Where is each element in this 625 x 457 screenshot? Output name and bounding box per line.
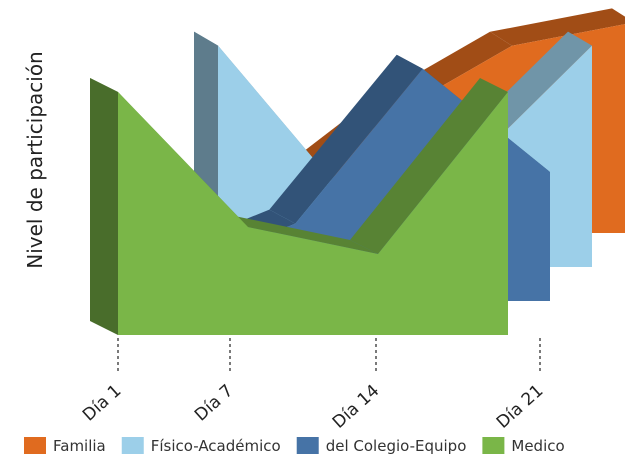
series-front-face <box>118 92 508 335</box>
x-tick-label: Día 21 <box>493 381 547 433</box>
legend-label: Medico <box>511 437 564 455</box>
legend-swatch <box>296 437 319 454</box>
legend-swatch <box>482 437 505 454</box>
series-top-face <box>220 213 378 254</box>
series-layer <box>90 8 625 335</box>
series-medico <box>90 78 508 335</box>
legend-item-medico: Medico <box>482 437 565 455</box>
series-top-face <box>350 78 508 254</box>
series-side-face <box>90 78 118 335</box>
legend-swatch <box>24 437 46 454</box>
series-top-face <box>490 8 625 46</box>
legend: Familia Físico-Académico del Colegio-Equip… <box>24 437 565 455</box>
series-top-face <box>269 54 423 224</box>
y-axis-label: Nivel de participación <box>23 51 47 268</box>
legend-item-fisico-academico: Físico-Académico <box>121 437 281 455</box>
legend-label: Físico-Académico <box>151 437 281 455</box>
legend-label: del Colegio-Equipo <box>326 437 467 455</box>
x-tick-label: Día 1 <box>79 381 125 426</box>
x-axis: Día 1 Día 7 Día 14 Día 21 <box>79 338 547 433</box>
legend-swatch <box>121 437 144 454</box>
x-tick-label: Día 7 <box>191 381 237 426</box>
legend-item-colegio-equipo: del Colegio-Equipo <box>296 437 467 455</box>
x-tick-label: Día 14 <box>329 381 383 433</box>
legend-label: Familia <box>53 437 106 455</box>
legend-item-familia: Familia <box>24 437 106 455</box>
